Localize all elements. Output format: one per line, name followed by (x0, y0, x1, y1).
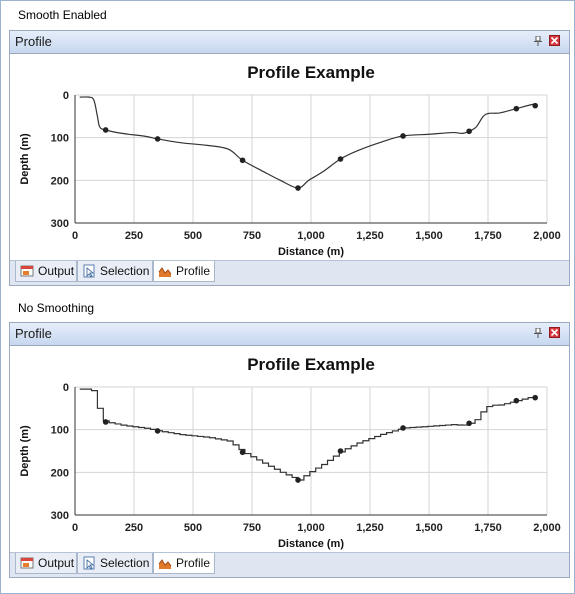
tab-output[interactable]: Output (15, 553, 77, 574)
x-tick-label: 0 (72, 522, 78, 534)
profile-icon (158, 267, 172, 277)
x-tick-label: 1,250 (356, 230, 384, 242)
x-tick-label: 750 (243, 230, 261, 242)
tab-label: Selection (100, 264, 150, 278)
sample-point (466, 128, 472, 135)
x-tick-label: 2,000 (533, 522, 561, 534)
x-tick-label: 1,500 (415, 522, 443, 534)
x-tick-label: 500 (184, 522, 202, 534)
window-titlebar[interactable]: Profile (10, 31, 569, 54)
sample-point (400, 133, 406, 139)
window-title: Profile (15, 34, 52, 49)
profile-chart: Profile Example 0 250 500 750 1,000 1,250 1,500… (10, 346, 569, 553)
sample-point (532, 102, 538, 109)
x-tick-label: 1,750 (474, 522, 502, 534)
output-icon (20, 557, 34, 569)
tab-label: Output (38, 264, 75, 278)
close-icon[interactable] (549, 35, 560, 46)
y-axis-label: Depth (m) (19, 425, 31, 477)
tab-output[interactable]: Output (15, 261, 77, 282)
tab-label: Profile (176, 556, 211, 570)
pin-icon[interactable] (533, 36, 543, 46)
y-tick-label: 0 (63, 382, 69, 394)
sample-point (532, 394, 538, 401)
selection-icon (83, 556, 95, 570)
output-icon (20, 265, 34, 277)
y-tick-label: 100 (51, 133, 69, 145)
y-tick-label: 200 (51, 467, 69, 479)
sample-point (513, 105, 520, 112)
profile-line (79, 96, 538, 189)
sample-point (466, 420, 472, 427)
x-tick-label: 250 (125, 230, 143, 242)
window-title: Profile (15, 326, 52, 341)
x-tick-label: 250 (125, 522, 143, 534)
tab-label: Profile (176, 264, 211, 278)
profile-line (79, 388, 538, 481)
tab-label: Selection (100, 556, 150, 570)
tab-selection[interactable]: Selection (77, 261, 153, 282)
y-tick-label: 100 (51, 425, 69, 437)
chart-svg: Profile Example 0 250 500 750 1,000 1,250 1,500… (19, 355, 561, 550)
selection-icon (83, 264, 95, 278)
tab-profile[interactable]: Profile (153, 553, 215, 574)
y-tick-label: 200 (51, 175, 69, 187)
sample-point (239, 449, 246, 456)
sample-point (102, 127, 109, 133)
window-titlebar[interactable]: Profile (10, 323, 569, 346)
sample-point (513, 397, 520, 404)
x-tick-label: 1,500 (415, 230, 443, 242)
x-axis-label: Distance (m) (278, 538, 344, 550)
x-axis-label: Distance (m) (278, 246, 344, 258)
x-tick-label: 1,750 (474, 230, 502, 242)
x-tick-label: 750 (243, 522, 261, 534)
tab-label: Output (38, 556, 75, 570)
sample-point (295, 477, 301, 483)
section-label-no-smoothing: No Smoothing (18, 301, 95, 315)
profile-chart: Profile Example 0 250 500 750 1,000 1,250 1,500… (10, 54, 569, 261)
x-tick-label: 1,000 (297, 230, 325, 242)
y-tick-label: 300 (51, 218, 69, 230)
x-tick-label: 1,000 (297, 522, 325, 534)
sample-point (239, 157, 246, 164)
x-tick-label: 500 (184, 230, 202, 242)
chart-title: Profile Example (247, 63, 375, 82)
sample-point (154, 428, 161, 434)
y-axis-label: Depth (m) (19, 133, 31, 185)
x-tick-label: 0 (72, 230, 78, 242)
profile-window-smooth: Profile Profile Example 0 250 500 750 1,000 1,… (9, 30, 570, 286)
close-icon[interactable] (549, 327, 560, 338)
chart-title: Profile Example (247, 355, 375, 374)
chart-svg: Profile Example 0 250 500 750 1,000 1,250 1,500… (19, 63, 561, 258)
tab-selection[interactable]: Selection (77, 553, 153, 574)
sample-point (295, 185, 301, 191)
sample-point (337, 156, 344, 162)
bottom-tab-bar: Output Selection Profile (10, 260, 569, 285)
profile-icon (158, 559, 172, 569)
x-tick-label: 2,000 (533, 230, 561, 242)
bottom-tab-bar: Output Selection Profile (10, 552, 569, 577)
tab-profile[interactable]: Profile (153, 261, 215, 282)
y-tick-label: 0 (63, 90, 69, 102)
sample-point (102, 419, 109, 425)
profile-window-no-smoothing: Profile Profile Example 0 250 500 750 1,000 1,… (9, 322, 570, 578)
sample-point (337, 448, 344, 454)
sample-point (400, 425, 406, 431)
x-tick-label: 1,250 (356, 522, 384, 534)
pin-icon[interactable] (533, 328, 543, 338)
sample-point (154, 136, 161, 142)
y-tick-label: 300 (51, 510, 69, 522)
section-label-smooth: Smooth Enabled (18, 8, 107, 22)
